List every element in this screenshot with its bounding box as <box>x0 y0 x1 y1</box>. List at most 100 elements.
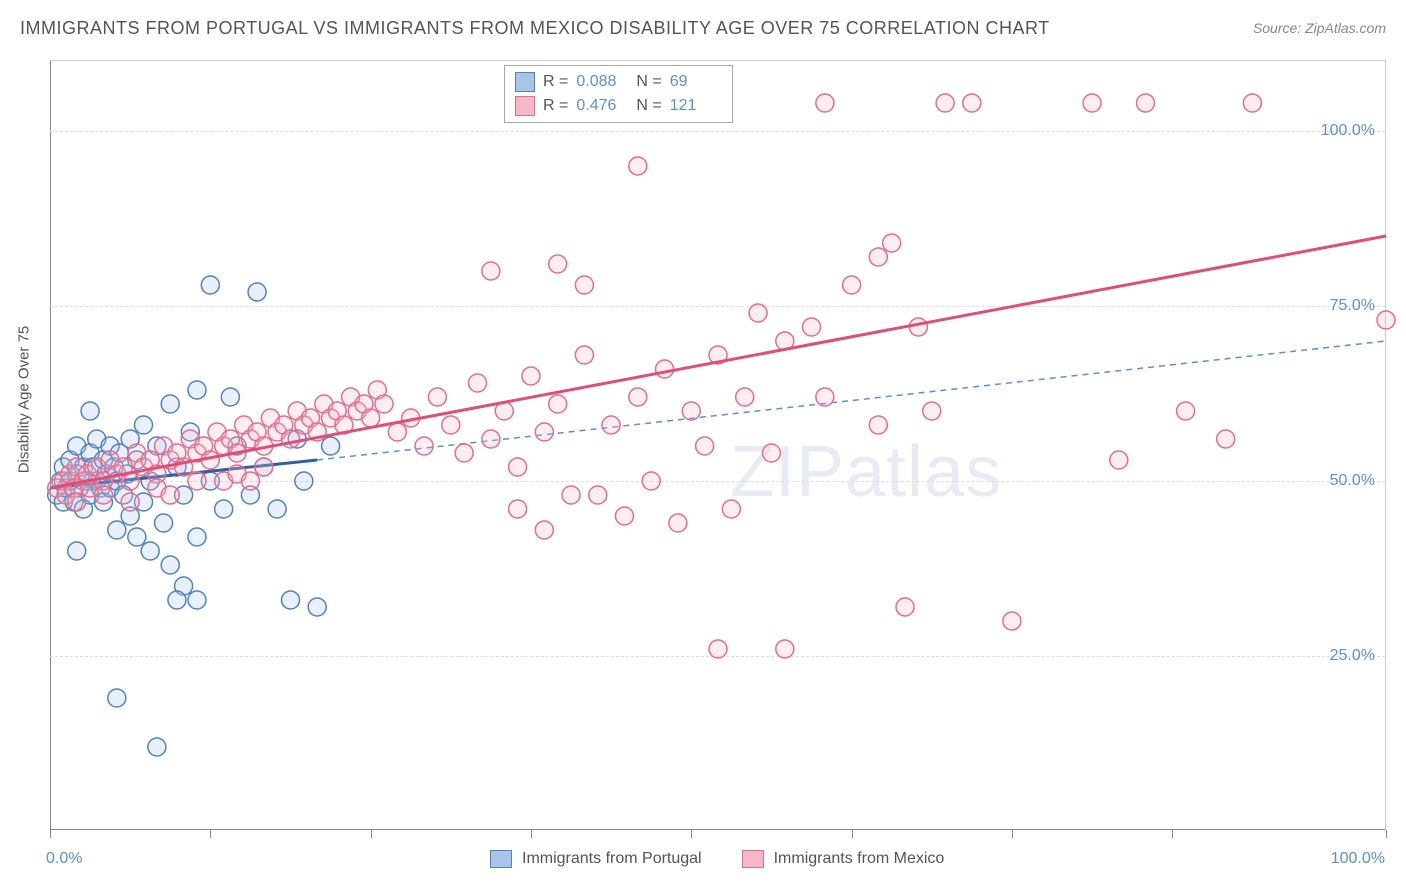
scatter-point <box>669 514 687 532</box>
scatter-point <box>896 598 914 616</box>
scatter-point <box>843 276 861 294</box>
scatter-point <box>803 318 821 336</box>
scatter-point <box>1243 94 1261 112</box>
scatter-point <box>963 94 981 112</box>
scatter-point <box>482 262 500 280</box>
legend-r-label: R = <box>543 73 568 91</box>
legend-series-label: Immigrants from Portugal <box>522 850 702 868</box>
scatter-point <box>121 493 139 511</box>
scatter-point <box>128 528 146 546</box>
scatter-point <box>869 416 887 434</box>
scatter-point <box>308 598 326 616</box>
scatter-point <box>188 381 206 399</box>
scatter-point <box>509 500 527 518</box>
legend-n-value: 121 <box>670 97 722 115</box>
scatter-point <box>575 346 593 364</box>
plot-area: ZIPatlas Disability Age Over 75 R = 0.08… <box>50 60 1386 830</box>
scatter-point <box>161 556 179 574</box>
scatter-point <box>68 493 86 511</box>
scatter-point <box>281 591 299 609</box>
scatter-point <box>161 395 179 413</box>
scatter-point <box>255 458 273 476</box>
scatter-point <box>108 689 126 707</box>
legend-swatch-pink <box>742 850 764 868</box>
scatter-point <box>482 430 500 448</box>
scatter-point <box>816 388 834 406</box>
scatter-point <box>455 444 473 462</box>
scatter-point <box>816 94 834 112</box>
y-axis-label: Disability Age Over 75 <box>15 326 32 474</box>
scatter-point <box>1377 311 1395 329</box>
scatter-point <box>375 395 393 413</box>
x-tick <box>1172 830 1173 838</box>
scatter-point <box>656 360 674 378</box>
scatter-point <box>141 542 159 560</box>
scatter-point <box>188 591 206 609</box>
scatter-point <box>883 234 901 252</box>
scatter-point <box>736 388 754 406</box>
legend-stats-row: R = 0.476 N = 121 <box>515 94 722 118</box>
x-tick <box>1386 830 1387 838</box>
scatter-point <box>909 318 927 336</box>
scatter-point <box>428 388 446 406</box>
x-tick <box>691 830 692 838</box>
scatter-point <box>762 444 780 462</box>
scatter-point <box>388 423 406 441</box>
scatter-point <box>522 367 540 385</box>
legend-stats: R = 0.088 N = 69 R = 0.476 N = 121 <box>504 65 733 123</box>
scatter-point <box>81 402 99 420</box>
x-tick <box>371 830 372 838</box>
legend-swatch-pink <box>515 96 535 116</box>
scatter-point <box>188 472 206 490</box>
scatter-point <box>188 528 206 546</box>
y-tick-label: 50.0% <box>1330 472 1375 490</box>
scatter-point <box>535 423 553 441</box>
x-tick <box>210 830 211 838</box>
scatter-point <box>936 94 954 112</box>
scatter-point <box>1137 94 1155 112</box>
scatter-point <box>135 416 153 434</box>
scatter-point <box>642 472 660 490</box>
scatter-point <box>1177 402 1195 420</box>
y-tick-label: 25.0% <box>1330 647 1375 665</box>
scatter-point <box>94 486 112 504</box>
scatter-point <box>869 248 887 266</box>
legend-r-label: R = <box>543 97 568 115</box>
scatter-point <box>562 486 580 504</box>
scatter-point <box>1110 451 1128 469</box>
x-tick <box>852 830 853 838</box>
legend-series: Immigrants from Portugal Immigrants from… <box>490 850 974 868</box>
y-tick-label: 100.0% <box>1321 122 1375 140</box>
scatter-point <box>215 500 233 518</box>
legend-n-value: 69 <box>670 73 722 91</box>
scatter-point <box>923 402 941 420</box>
scatter-point <box>268 500 286 518</box>
y-tick-label: 75.0% <box>1330 297 1375 315</box>
x-tick-label-0: 0.0% <box>46 850 82 868</box>
scatter-point <box>168 591 186 609</box>
x-tick <box>531 830 532 838</box>
scatter-point <box>629 388 647 406</box>
scatter-point <box>549 395 567 413</box>
scatter-point <box>709 640 727 658</box>
scatter-point <box>442 416 460 434</box>
scatter-point <box>615 507 633 525</box>
scatter-point <box>602 416 620 434</box>
scatter-point <box>1003 612 1021 630</box>
chart-svg <box>50 61 1385 830</box>
legend-n-label: N = <box>636 73 661 91</box>
scatter-point <box>201 276 219 294</box>
scatter-point <box>1217 430 1235 448</box>
x-tick <box>50 830 51 838</box>
scatter-point <box>749 304 767 322</box>
scatter-point <box>221 388 239 406</box>
chart-source: Source: ZipAtlas.com <box>1253 20 1386 36</box>
x-tick <box>1012 830 1013 838</box>
scatter-point <box>415 437 433 455</box>
legend-r-value: 0.088 <box>576 73 628 91</box>
scatter-point <box>575 276 593 294</box>
scatter-point <box>362 409 380 427</box>
scatter-point <box>469 374 487 392</box>
scatter-point <box>776 640 794 658</box>
scatter-point <box>108 521 126 539</box>
